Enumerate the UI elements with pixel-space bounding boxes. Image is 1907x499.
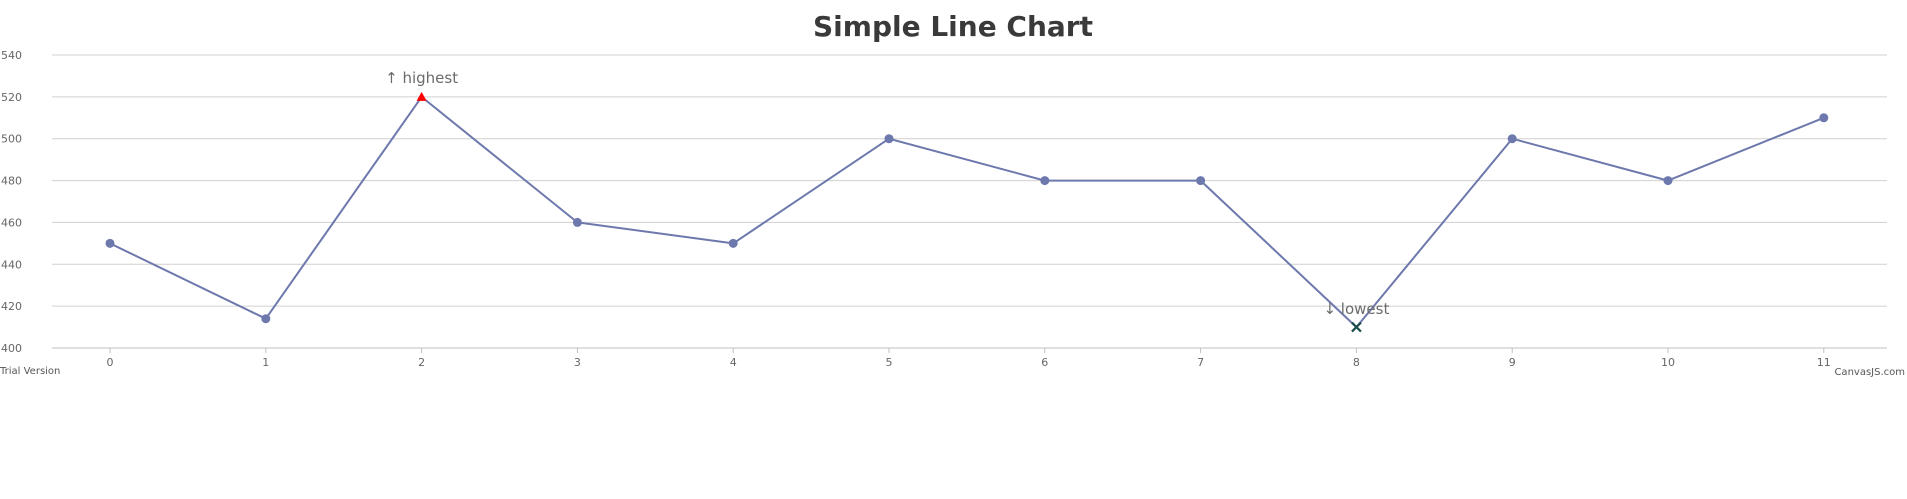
x-tick-label: 10	[1661, 356, 1675, 369]
data-point[interactable]	[1040, 176, 1050, 186]
y-tick-label: 480	[1, 175, 22, 188]
series-line	[109, 95, 1825, 329]
x-tick-label: 4	[730, 356, 737, 369]
y-axis: 400 420 440 460 480 500 520 540	[1, 49, 22, 355]
y-tick-label: 500	[1, 133, 22, 146]
data-point[interactable]	[1819, 113, 1829, 123]
data-point[interactable]	[728, 238, 738, 248]
x-tick-label: 3	[574, 356, 581, 369]
x-tick-label: 0	[107, 356, 114, 369]
data-point-highest[interactable]	[416, 91, 427, 101]
grid-lines	[52, 54, 1887, 349]
x-tick-label: 11	[1817, 356, 1831, 369]
data-point-group	[105, 91, 1829, 333]
series-line-group	[109, 95, 1825, 329]
annotation-highest: ↑ highest	[385, 69, 458, 87]
data-point[interactable]	[884, 134, 894, 144]
data-point[interactable]	[1507, 134, 1517, 144]
x-axis: 0 1 2 3 4 5 6 7 8 9 10 11	[107, 348, 1831, 369]
y-tick-label: 400	[1, 342, 22, 355]
data-point[interactable]	[261, 314, 271, 324]
chart-title: Simple Line Chart	[813, 10, 1093, 43]
data-point[interactable]	[105, 238, 115, 248]
y-tick-label: 540	[1, 49, 22, 62]
y-tick-label: 460	[1, 216, 22, 229]
y-tick-label: 520	[1, 91, 22, 104]
x-tick-label: 6	[1041, 356, 1048, 369]
annotation-group: ↑ highest ↓ lowest	[385, 69, 1389, 318]
data-point-lowest[interactable]	[1351, 321, 1362, 333]
x-tick-label: 5	[886, 356, 893, 369]
x-tick-label: 1	[262, 356, 269, 369]
x-tick-label: 7	[1197, 356, 1204, 369]
y-tick-label: 440	[1, 258, 22, 271]
x-tick-label: 9	[1509, 356, 1516, 369]
annotation-lowest: ↓ lowest	[1323, 300, 1389, 318]
data-point[interactable]	[1196, 176, 1206, 186]
data-point[interactable]	[1663, 176, 1673, 186]
y-tick-label: 420	[1, 300, 22, 313]
trial-version-label: Trial Version	[0, 366, 60, 377]
x-tick-label: 8	[1353, 356, 1360, 369]
x-tick-label: 2	[418, 356, 425, 369]
canvasjs-credit-link[interactable]: CanvasJS.com	[1834, 367, 1905, 378]
data-point[interactable]	[572, 217, 582, 227]
